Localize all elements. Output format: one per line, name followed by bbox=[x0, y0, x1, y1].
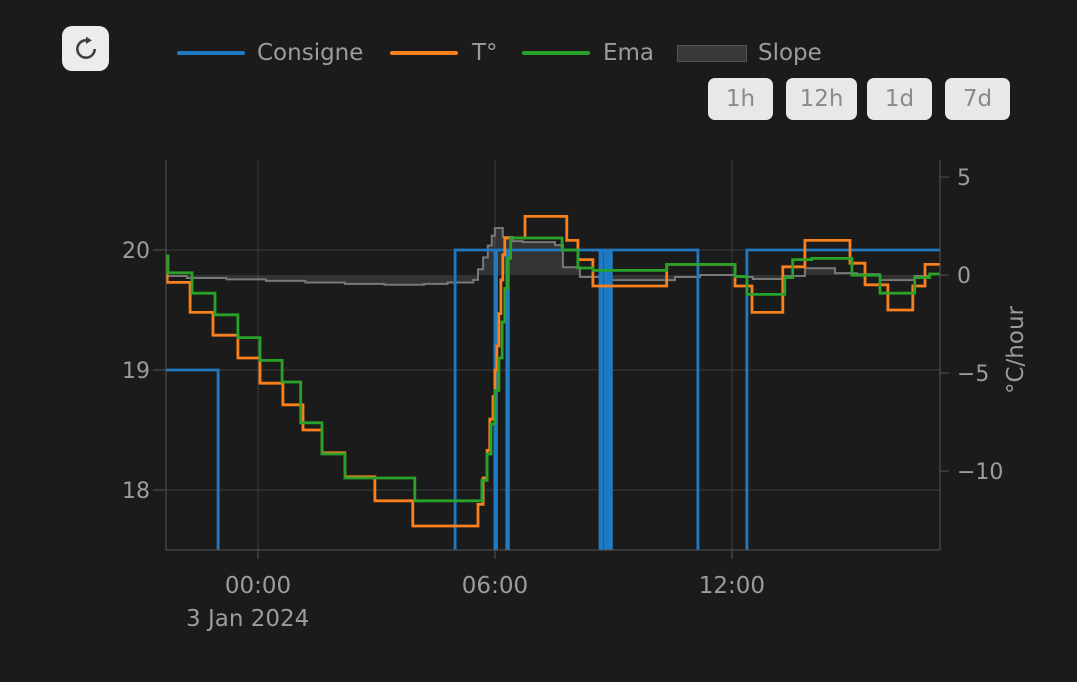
temp-tick-label: 19 bbox=[122, 359, 150, 384]
x-tick-label: 12:00 bbox=[699, 573, 765, 599]
temp-tick-label: 18 bbox=[122, 479, 150, 504]
range-button-1h[interactable]: 1h bbox=[708, 78, 773, 120]
x-tick-label: 00:00 bbox=[225, 573, 291, 599]
range-button-7d[interactable]: 7d bbox=[945, 78, 1010, 120]
refresh-button[interactable] bbox=[62, 26, 109, 71]
legend-label: Ema bbox=[603, 40, 655, 66]
consigne-line bbox=[166, 248, 940, 550]
legend-swatch bbox=[177, 51, 245, 55]
slope-tick-label: −10 bbox=[957, 460, 1003, 485]
slope-tick-label: 5 bbox=[957, 166, 971, 191]
plot-area[interactable] bbox=[166, 215, 940, 634]
slope-tick-label: −5 bbox=[957, 362, 989, 387]
legend-label: Consigne bbox=[257, 40, 364, 66]
axes bbox=[153, 160, 949, 559]
legend-swatch bbox=[522, 51, 590, 55]
legend-swatch bbox=[677, 45, 747, 62]
legend-label: T° bbox=[472, 40, 498, 66]
legend-label: Slope bbox=[758, 40, 822, 66]
x-axis-date-label: 3 Jan 2024 bbox=[186, 606, 309, 632]
slope-line bbox=[166, 227, 940, 286]
range-button-12h[interactable]: 12h bbox=[786, 78, 857, 120]
slope-area-fill bbox=[166, 228, 940, 285]
axis-labels: 00:00 06:00 12:00 3 Jan 2024 18 19 20 5 0 −5 −10 °C… bbox=[122, 166, 1029, 632]
slope-tick-label: 0 bbox=[957, 264, 971, 289]
slope-axis-title: °C/hour bbox=[1003, 305, 1029, 394]
range-button-1d[interactable]: 1d bbox=[867, 78, 932, 120]
temperature-line bbox=[166, 215, 940, 528]
temp-tick-label: 20 bbox=[122, 239, 150, 264]
legend-swatch bbox=[390, 51, 458, 55]
ema-line bbox=[166, 236, 940, 503]
gridlines bbox=[166, 160, 940, 550]
x-tick-label: 06:00 bbox=[462, 573, 528, 599]
refresh-icon bbox=[75, 36, 96, 59]
